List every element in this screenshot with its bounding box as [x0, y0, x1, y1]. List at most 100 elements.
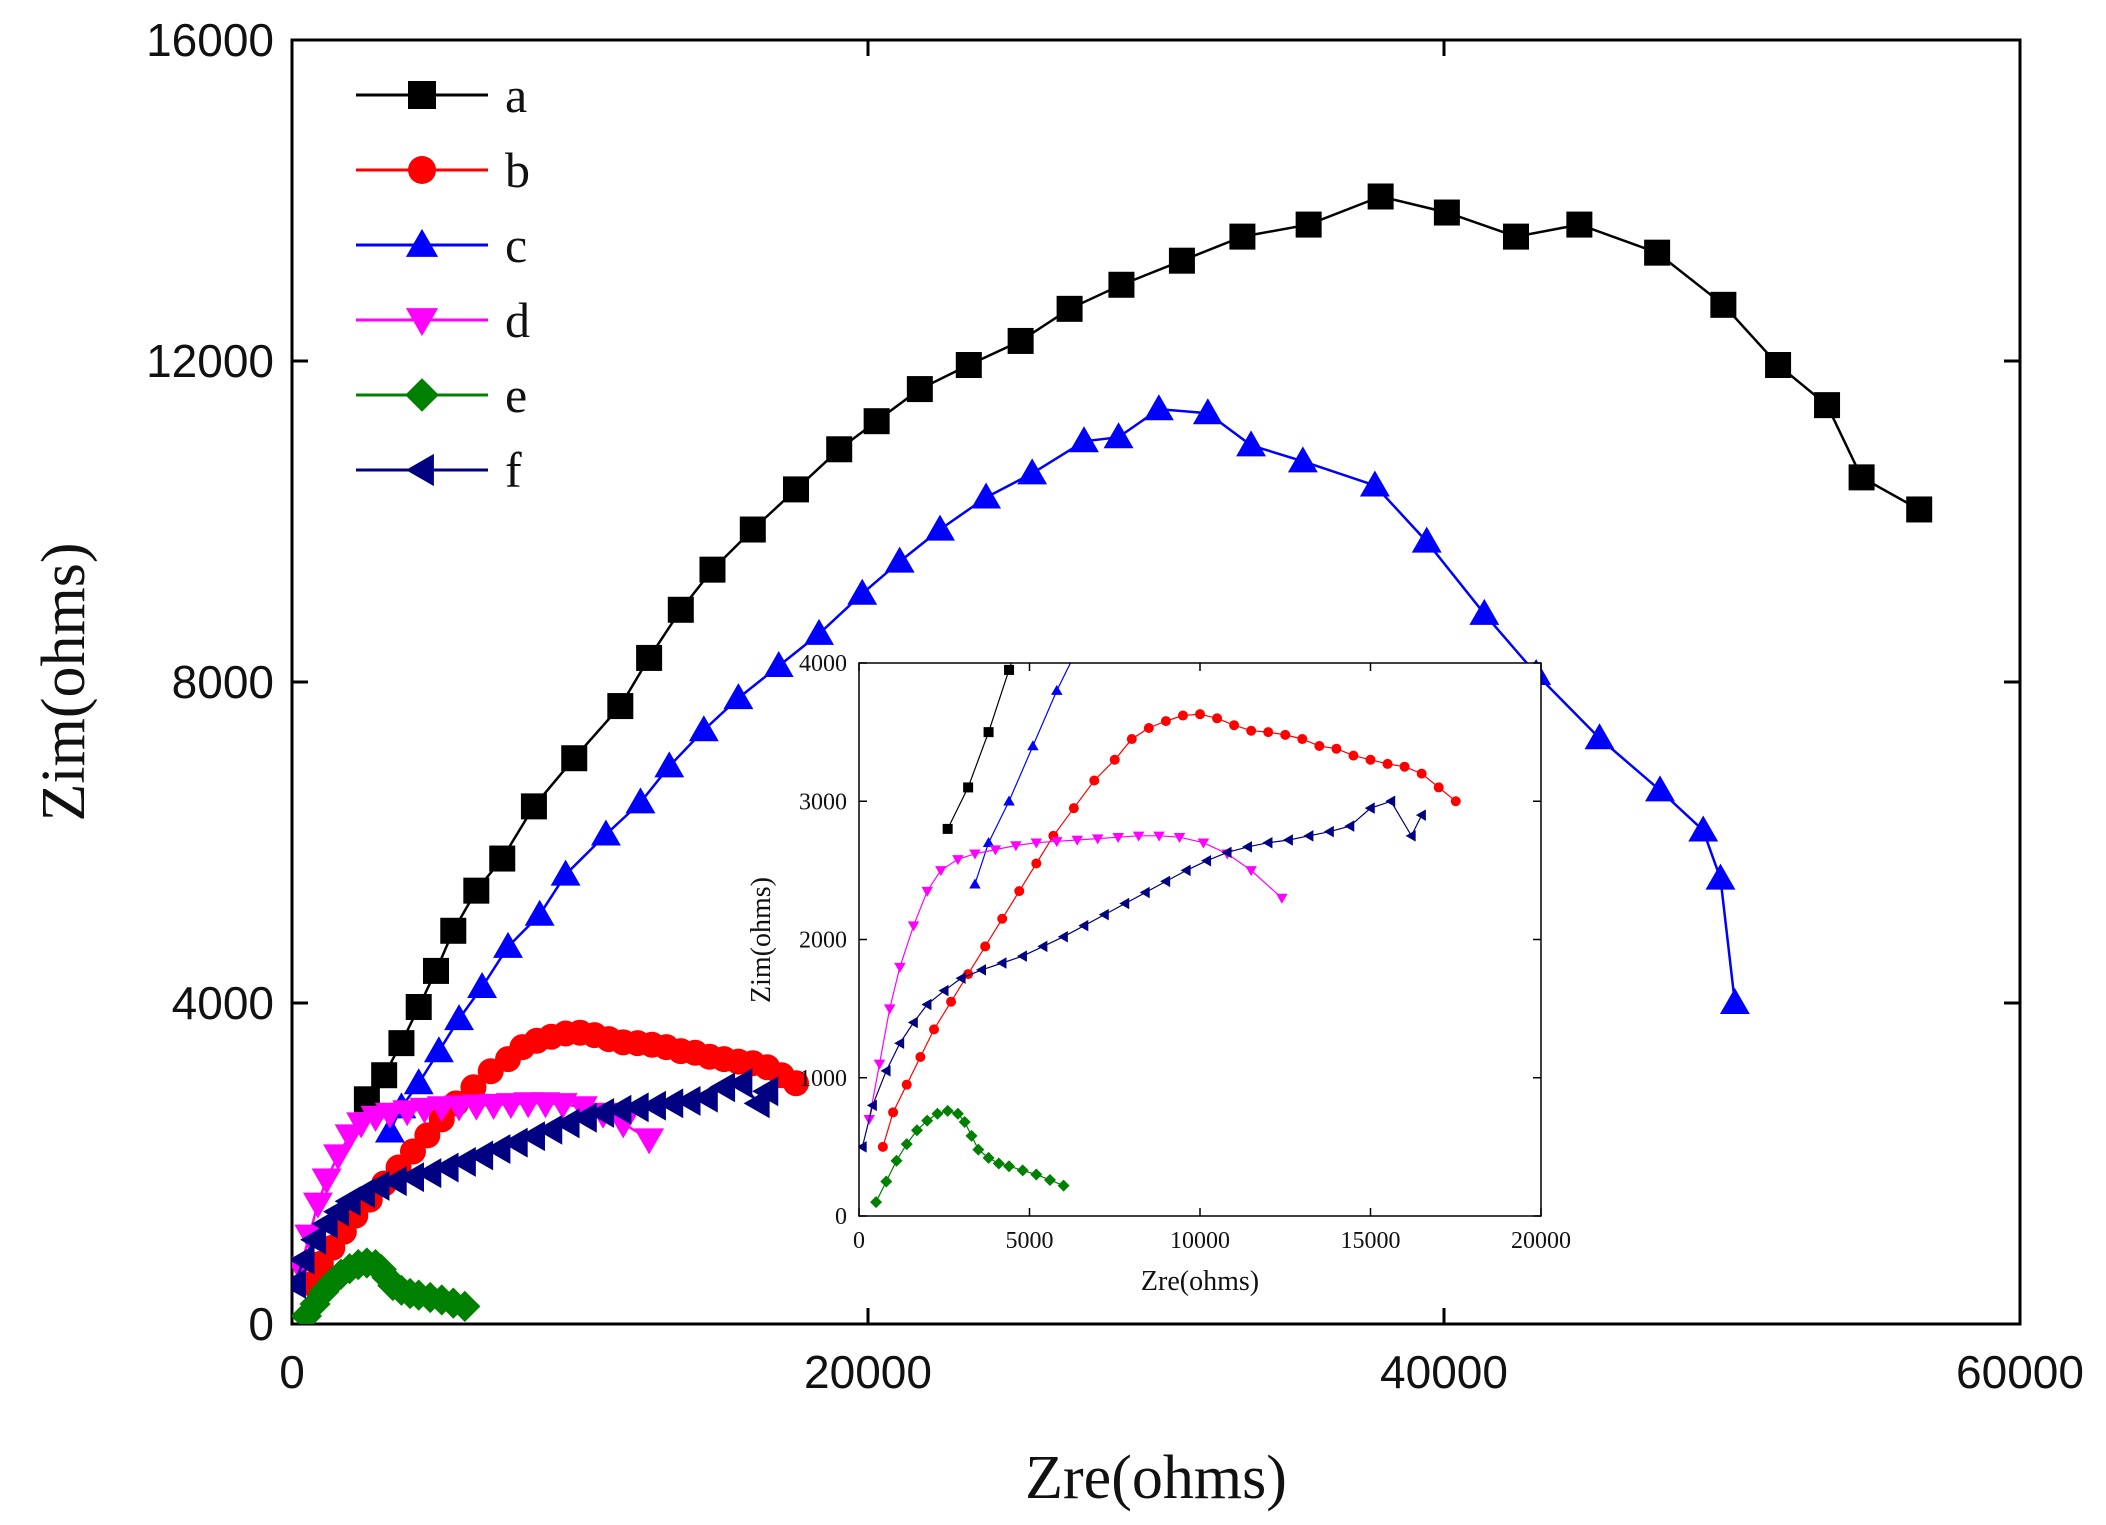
inset-x-axis-title: Zre(ohms)	[1141, 1266, 1259, 1297]
data-point-f	[709, 1072, 736, 1103]
data-point-d	[311, 1168, 342, 1195]
data-point-b	[1280, 729, 1291, 740]
data-point-d	[323, 1144, 354, 1171]
data-point-f	[292, 1244, 315, 1275]
data-point-f	[1180, 864, 1191, 877]
data-point-e	[951, 1107, 964, 1120]
data-point-d	[1173, 832, 1186, 843]
x-tick-label: 5000	[1006, 1228, 1054, 1254]
legend-item-c: c	[356, 217, 527, 273]
data-point-c	[1236, 430, 1266, 457]
inset-background	[859, 663, 1541, 1216]
data-point-d	[1030, 838, 1043, 849]
data-point-a	[371, 1062, 398, 1089]
data-point-c	[1359, 470, 1390, 497]
data-point-f	[1323, 825, 1334, 838]
data-point-e	[880, 1175, 893, 1188]
data-point-b	[1297, 734, 1308, 745]
data-point-b	[1031, 858, 1042, 869]
x-tick-label: 40000	[1380, 1346, 1508, 1398]
data-point-d	[1051, 837, 1063, 848]
data-point-a	[906, 376, 933, 403]
data-point-c	[1147, 505, 1159, 515]
data-point-e	[449, 1290, 481, 1322]
data-point-c	[1069, 426, 1099, 453]
data-point-f	[1221, 846, 1232, 859]
legend-marker	[405, 453, 434, 487]
data-point-a	[1765, 352, 1792, 379]
data-point-d	[907, 921, 920, 932]
data-point-f	[292, 1268, 306, 1299]
data-point-c	[1103, 422, 1134, 449]
series-c	[969, 436, 1189, 889]
data-point-d	[1197, 838, 1210, 849]
data-point-b	[1089, 775, 1100, 786]
data-point-c	[969, 878, 981, 889]
data-point-a	[863, 408, 890, 435]
data-point-b	[877, 1141, 888, 1152]
data-point-b	[888, 1107, 899, 1118]
inset-axis-ticks: 0 5000 10000 15000 20000 0 1000 2000 3000 4000	[799, 651, 1571, 1254]
data-point-c	[467, 972, 498, 998]
data-point-a	[955, 352, 982, 379]
data-point-b	[1416, 768, 1427, 779]
data-point-d	[952, 855, 964, 866]
legend-marker	[405, 308, 439, 337]
data-point-f	[907, 1016, 918, 1029]
data-point-b	[1348, 750, 1359, 761]
data-point-d	[302, 1192, 333, 1219]
data-point-c	[1584, 723, 1615, 750]
data-point-b	[1212, 713, 1223, 724]
data-point-a	[440, 917, 467, 944]
data-point-b	[460, 1074, 487, 1101]
y-tick-label: 1000	[799, 1066, 847, 1092]
series-f	[292, 1068, 779, 1299]
data-point-c	[1411, 526, 1442, 553]
data-point-c	[493, 931, 523, 958]
data-point-a	[489, 845, 516, 872]
data-point-c	[1177, 436, 1189, 446]
data-point-f	[1364, 802, 1375, 814]
legend-item-a: a	[356, 67, 527, 123]
legend-marker	[408, 156, 436, 184]
data-point-c	[403, 1068, 434, 1095]
data-point-b	[1109, 754, 1120, 765]
data-point-a	[520, 793, 547, 820]
y-tick-label: 8000	[172, 656, 274, 708]
data-point-a	[388, 1030, 415, 1057]
data-point-c	[654, 751, 685, 778]
x-tick-label: 10000	[1170, 1228, 1230, 1254]
data-point-f	[691, 1082, 718, 1113]
data-point-b	[1068, 803, 1079, 814]
data-point-f	[996, 957, 1007, 969]
data-point-e	[870, 1196, 883, 1209]
data-point-f	[859, 1141, 867, 1153]
data-point-f	[1057, 930, 1068, 943]
data-point-f	[938, 984, 949, 997]
data-point-a	[699, 556, 726, 583]
data-point-a	[826, 436, 853, 463]
data-point-b	[1263, 727, 1274, 738]
data-point-a	[405, 994, 432, 1021]
data-point-d	[1276, 893, 1288, 904]
data-point-e	[900, 1138, 913, 1151]
data-point-f	[1037, 940, 1048, 953]
data-point-e	[299, 1288, 331, 1320]
data-point-d	[883, 1004, 896, 1015]
data-point-c	[982, 836, 995, 847]
data-point-d	[894, 962, 906, 973]
data-point-a	[1848, 464, 1875, 491]
data-point-f	[1139, 886, 1150, 899]
data-point-d	[989, 845, 1002, 856]
legend-item-d: d	[356, 292, 530, 348]
data-point-b	[1365, 754, 1376, 765]
data-point-c	[423, 1036, 454, 1063]
data-point-c	[1192, 398, 1223, 425]
data-point-d	[1091, 834, 1104, 845]
data-point-d	[1132, 831, 1145, 842]
main-series-group	[292, 183, 1933, 1324]
legend-label: e	[505, 367, 527, 423]
data-point-a	[983, 727, 994, 738]
